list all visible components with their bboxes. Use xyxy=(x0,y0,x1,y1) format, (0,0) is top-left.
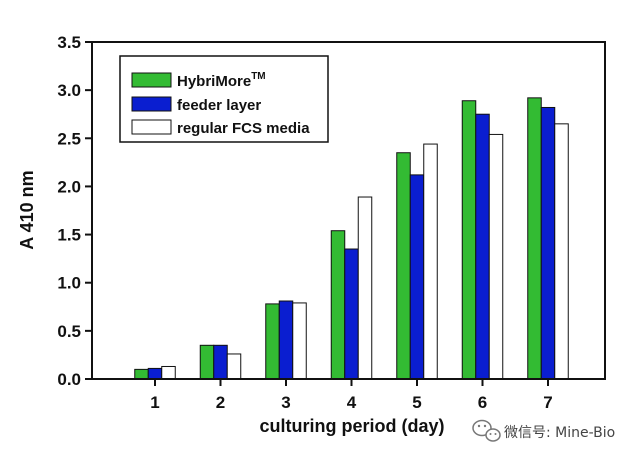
legend-swatch-regular-fcs xyxy=(131,119,172,135)
plot-frame xyxy=(91,41,606,380)
y-axis-ticks: 0.0 0.5 1.0 1.5 2.0 2.5 3.0 3.5 xyxy=(57,33,92,389)
watermark-text: 微信号: Mine-Bio xyxy=(504,425,615,441)
bar-1-day-2 xyxy=(199,344,215,380)
bar-1-day-6 xyxy=(461,100,477,380)
bar-3-day-7 xyxy=(554,123,569,380)
bar-1-day-1 xyxy=(134,368,149,380)
y-tick-label: 0.0 xyxy=(57,370,81,389)
x-tick-label: 7 xyxy=(543,393,552,412)
y-axis-title: A 410 nm xyxy=(17,170,37,249)
bar-3-day-1 xyxy=(161,365,176,380)
legend-label-regular-fcs: regular FCS media xyxy=(177,120,310,137)
legend-label-feeder-layer: feeder layer xyxy=(177,97,261,114)
y-tick-label: 3.5 xyxy=(57,33,81,52)
y-tick-label: 2.0 xyxy=(57,177,81,196)
x-tick-label: 5 xyxy=(412,393,421,412)
legend: HybriMoreTM feeder layer regular FCS med… xyxy=(119,55,329,143)
bar-2-day-2 xyxy=(213,344,228,380)
watermark: 微信号: Mine-Bio xyxy=(472,419,615,442)
bar-3-day-3 xyxy=(292,302,307,380)
x-tick-label: 3 xyxy=(281,393,290,412)
bar-2-day-3 xyxy=(278,300,294,380)
bar-3-day-6 xyxy=(488,133,504,380)
legend-label-hybrimore: HybriMoreTM xyxy=(177,71,266,90)
x-axis-ticks: 1 2 3 4 5 6 7 xyxy=(150,379,553,412)
x-axis-title: culturing period (day) xyxy=(259,416,444,436)
bar-2-day-6 xyxy=(475,113,490,380)
bar-2-day-7 xyxy=(540,106,556,380)
bar-2-day-5 xyxy=(409,174,425,380)
bar-1-day-3 xyxy=(265,303,280,380)
bar-3-day-2 xyxy=(226,353,242,380)
x-tick-label: 6 xyxy=(478,393,487,412)
wechat-icon xyxy=(472,419,501,442)
x-tick-label: 4 xyxy=(347,393,357,412)
bar-1-day-7 xyxy=(527,97,542,380)
bar-1-day-5 xyxy=(396,152,411,380)
y-tick-label: 1.0 xyxy=(57,274,81,293)
y-tick-label: 3.0 xyxy=(57,81,81,100)
y-tick-label: 0.5 xyxy=(57,322,81,341)
legend-swatch-hybrimore xyxy=(131,72,172,88)
bar-2-day-1 xyxy=(147,367,163,380)
bar-3-day-5 xyxy=(423,143,438,380)
y-tick-label: 2.5 xyxy=(57,129,81,148)
bar-3-day-4 xyxy=(357,196,373,380)
bar-2-day-4 xyxy=(344,248,359,380)
y-tick-label: 1.5 xyxy=(57,226,81,245)
x-tick-label: 1 xyxy=(150,393,159,412)
legend-swatch-feeder-layer xyxy=(131,96,172,112)
bar-1-day-4 xyxy=(330,230,346,380)
x-tick-label: 2 xyxy=(216,393,225,412)
